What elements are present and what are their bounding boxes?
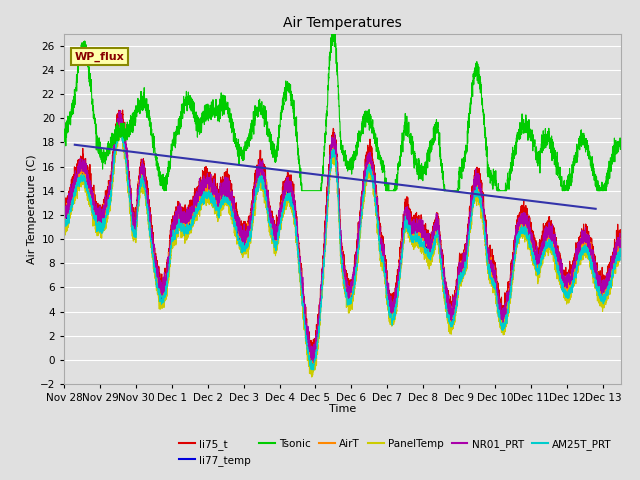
- Legend: li75_t, li77_temp, Tsonic, AirT, PanelTemp, NR01_PRT, AM25T_PRT: li75_t, li77_temp, Tsonic, AirT, PanelTe…: [175, 435, 616, 470]
- Y-axis label: Air Temperature (C): Air Temperature (C): [27, 154, 37, 264]
- Title: Air Temperatures: Air Temperatures: [283, 16, 402, 30]
- X-axis label: Time: Time: [329, 405, 356, 414]
- Text: WP_flux: WP_flux: [75, 52, 125, 62]
